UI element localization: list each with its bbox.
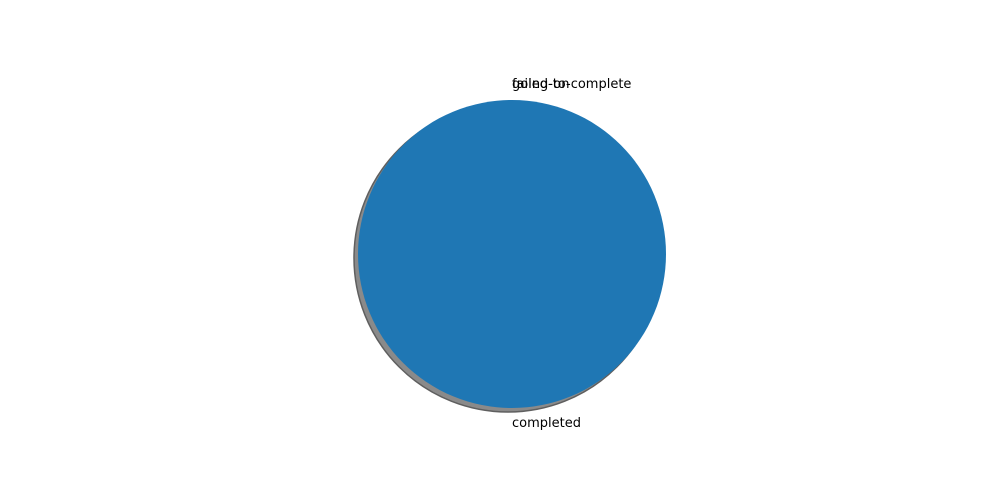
slice-label-failed-to-complete: failed-to-complete xyxy=(512,77,631,92)
slice-completed xyxy=(358,100,666,408)
pie-slices xyxy=(358,100,666,408)
slice-label-completed: completed xyxy=(512,416,581,431)
slice-label-going-on: going-on xyxy=(512,77,569,92)
